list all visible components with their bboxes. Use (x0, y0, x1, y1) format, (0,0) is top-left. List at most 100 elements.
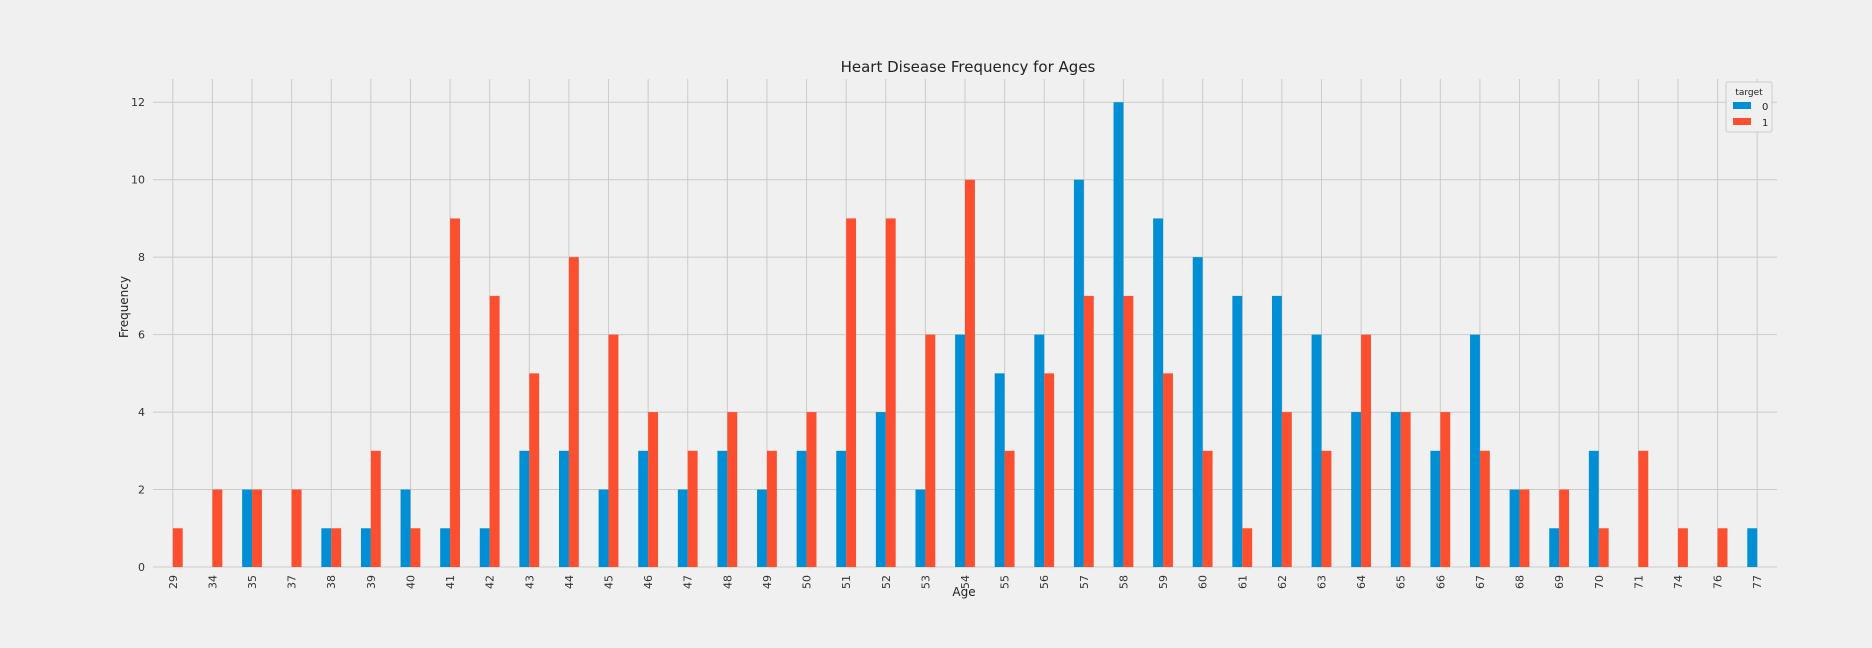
bar-target-1-age-46 (648, 412, 659, 567)
bar-target-1-age-43 (529, 373, 540, 567)
bar-target-1-age-57 (1083, 295, 1094, 567)
y-tick-label: 12 (131, 96, 145, 109)
bar-target-1-age-71 (1638, 450, 1649, 567)
x-tick-label: 39 (365, 575, 378, 589)
bar-target-0-age-66 (1430, 450, 1441, 567)
x-tick-label: 61 (1236, 575, 1249, 589)
bar-target-1-age-56 (1044, 373, 1055, 567)
x-tick-label: 52 (880, 575, 893, 589)
legend-swatch-1 (1733, 118, 1751, 125)
bar-target-0-age-50 (796, 450, 807, 567)
x-tick-label: 60 (1197, 575, 1210, 589)
bar-target-1-age-68 (1519, 489, 1530, 567)
bar-target-0-age-38 (321, 528, 332, 567)
bar-target-1-age-54 (965, 179, 975, 567)
bar-target-1-age-29 (172, 528, 183, 567)
bar-target-1-age-61 (1242, 528, 1253, 567)
bar-target-0-age-44 (559, 450, 569, 567)
bar-target-1-age-41 (450, 218, 460, 567)
bar-target-1-age-39 (370, 450, 381, 567)
y-tick-labels: 0 2 4 6 8 10 12 (131, 96, 145, 574)
bar-target-0-age-35 (242, 489, 253, 567)
x-tick-label: 57 (1078, 575, 1091, 589)
x-axis-label: Age (952, 585, 975, 599)
bar-target-1-age-60 (1202, 450, 1213, 567)
x-tick-label: 66 (1434, 575, 1447, 589)
x-tick-label: 34 (206, 575, 219, 589)
x-tick-label: 46 (642, 575, 655, 589)
x-tick-label: 47 (682, 575, 695, 589)
x-tick-label: 49 (761, 575, 774, 589)
x-tick-label: 29 (167, 575, 180, 589)
bar-target-1-age-59 (1163, 373, 1173, 567)
x-tick-labels: 29 34 35 37 38 39 40 41 42 43 44 45 46 47 48 49 50 51 52 53… (167, 575, 1764, 589)
x-tick-label: 51 (840, 575, 853, 589)
x-tick-label: 42 (484, 575, 497, 589)
bar-target-1-age-74 (1677, 528, 1688, 567)
y-tick-label: 2 (138, 484, 145, 497)
bar-target-0-age-43 (519, 450, 530, 567)
x-tick-label: 38 (325, 575, 338, 589)
x-tick-label: 35 (246, 575, 259, 589)
bar-target-1-age-69 (1559, 489, 1570, 567)
bar-target-1-age-53 (925, 334, 936, 567)
x-tick-label: 65 (1395, 575, 1408, 589)
x-tick-label: 64 (1355, 575, 1368, 589)
bar-target-0-age-55 (994, 373, 1005, 567)
x-tick-label: 71 (1632, 575, 1645, 589)
bar-target-1-age-65 (1400, 412, 1411, 567)
x-tick-label: 37 (286, 575, 299, 589)
bar-target-1-age-34 (212, 489, 223, 567)
bar-target-1-age-44 (568, 257, 579, 567)
bar-target-1-age-52 (885, 218, 896, 567)
bar-target-0-age-65 (1390, 412, 1401, 567)
bar-target-1-age-38 (331, 528, 342, 567)
bar-target-1-age-67 (1479, 450, 1490, 567)
x-tick-label: 50 (801, 575, 814, 589)
x-tick-label: 40 (404, 575, 417, 589)
bar-target-1-age-47 (687, 450, 698, 567)
y-tick-label: 10 (131, 174, 145, 187)
x-tick-label: 69 (1553, 575, 1566, 589)
bar-target-0-age-69 (1549, 528, 1560, 567)
bar-target-0-age-63 (1311, 334, 1322, 567)
bar-target-1-age-70 (1598, 528, 1609, 567)
x-tick-label: 63 (1315, 575, 1328, 589)
y-tick-label: 4 (138, 406, 145, 419)
bar-target-1-age-66 (1440, 412, 1451, 567)
bar-target-1-age-58 (1123, 295, 1134, 567)
x-tick-label: 77 (1751, 575, 1764, 589)
bar-target-1-age-40 (410, 528, 421, 567)
bar-target-0-age-77 (1747, 528, 1758, 567)
bar-target-0-age-60 (1192, 257, 1203, 567)
bar-target-0-age-42 (479, 528, 490, 567)
bar-target-0-age-52 (875, 412, 886, 567)
x-tick-label: 62 (1276, 575, 1289, 589)
bars (172, 102, 1758, 567)
bar-target-1-age-37 (291, 489, 302, 567)
x-tick-label: 59 (1157, 575, 1170, 589)
bar-target-0-age-46 (638, 450, 649, 567)
bar-target-0-age-49 (757, 489, 767, 567)
legend-label-0: 0 (1762, 102, 1768, 113)
x-tick-label: 44 (563, 575, 576, 589)
bar-target-0-age-48 (717, 450, 728, 567)
x-tick-label: 74 (1672, 575, 1685, 589)
x-tick-label: 45 (603, 575, 616, 589)
bar-target-0-age-61 (1232, 295, 1243, 567)
bar-target-1-age-49 (766, 450, 777, 567)
bar-target-1-age-35 (252, 489, 262, 567)
bar-target-0-age-58 (1113, 102, 1124, 567)
y-axis-label: Frequency (117, 276, 131, 338)
bar-target-1-age-45 (608, 334, 619, 567)
x-tick-label: 48 (721, 575, 734, 589)
y-tick-label: 0 (138, 561, 145, 574)
bar-target-0-age-68 (1509, 489, 1520, 567)
bar-target-0-age-62 (1271, 295, 1282, 567)
bar-target-0-age-59 (1153, 218, 1164, 567)
bar-target-0-age-54 (955, 334, 965, 567)
bar-target-1-age-62 (1281, 412, 1292, 567)
bar-target-0-age-56 (1034, 334, 1045, 567)
